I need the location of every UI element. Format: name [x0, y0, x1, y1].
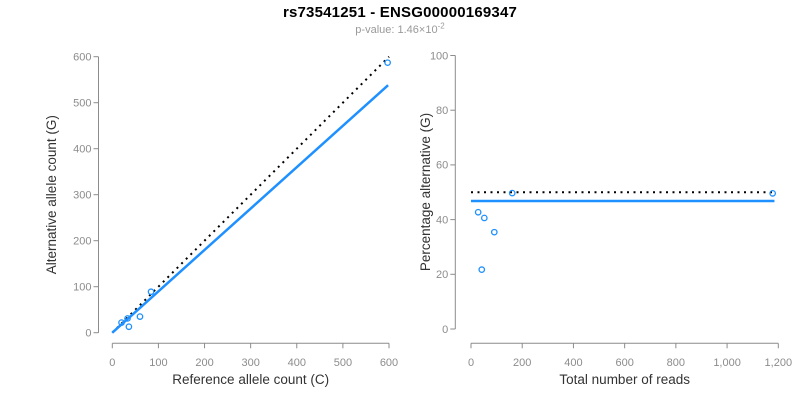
x-tick-label: 1,000: [713, 357, 741, 369]
x-axis-title: Total number of reads: [559, 372, 690, 387]
y-tick-label: 20: [436, 269, 448, 281]
identity-line: [111, 55, 390, 334]
x-tick-label: 0: [109, 357, 115, 369]
y-tick-label: 600: [73, 52, 91, 64]
x-tick-label: 300: [241, 357, 259, 369]
x-axis-title: Reference allele count (C): [172, 372, 329, 387]
y-tick-label: 300: [73, 190, 91, 202]
allele-counts-scatter: 0 100 200 300 400 500 600 0 100 200 300 400 500 600 Re…: [44, 52, 398, 388]
y-tick-label: 80: [436, 105, 448, 117]
y-tick-label: 400: [73, 144, 91, 156]
y-tick-label: 100: [73, 282, 91, 294]
data-point: [136, 313, 144, 320]
x-tick-label: 800: [667, 357, 685, 369]
x-tick-label: 100: [149, 357, 167, 369]
x-tick-label: 600: [380, 357, 398, 369]
data-point: [480, 214, 488, 222]
y-tick-label: 60: [436, 160, 448, 172]
data-point: [478, 266, 486, 274]
y-tick-label: 40: [436, 214, 448, 226]
y-tick-label: 0: [442, 324, 448, 336]
y-tick-label: 0: [85, 328, 91, 340]
x-tick-label: 200: [195, 357, 213, 369]
data-point: [508, 189, 516, 197]
x-tick-label: 1,200: [765, 357, 793, 369]
pvalue-text: p-value: 1.46×10: [355, 24, 438, 36]
data-point: [125, 323, 133, 331]
y-axis-title: Percentage alternative (G): [418, 113, 433, 271]
data-point: [147, 288, 155, 296]
x-tick-label: 400: [564, 357, 582, 369]
figure-subtitle: p-value: 1.46×10-2: [0, 21, 800, 36]
percentage-vs-reads-scatter: 0 20 40 60 80 100 0 200 400 600 800 1,000 1,200 Total…: [418, 50, 792, 387]
fit-line: [111, 84, 389, 334]
y-tick-label: 500: [73, 98, 91, 110]
data-point: [490, 228, 498, 236]
pvalue-exponent: -2: [437, 21, 445, 31]
x-tick-label: 600: [615, 357, 633, 369]
data-point: [384, 59, 391, 67]
data-point: [769, 189, 777, 197]
y-axis-title: Alternative allele count (G): [44, 115, 59, 274]
data-point: [124, 315, 131, 322]
x-tick-label: 0: [468, 357, 474, 369]
y-tick-label: 200: [73, 236, 91, 248]
x-tick-label: 200: [513, 357, 531, 369]
data-point: [474, 208, 482, 216]
x-tick-label: 500: [334, 357, 352, 369]
data-point: [118, 319, 125, 326]
x-tick-label: 400: [288, 357, 306, 369]
y-tick-label: 100: [430, 50, 448, 62]
figure-title: rs73541251 - ENSG00000169347: [282, 4, 518, 21]
